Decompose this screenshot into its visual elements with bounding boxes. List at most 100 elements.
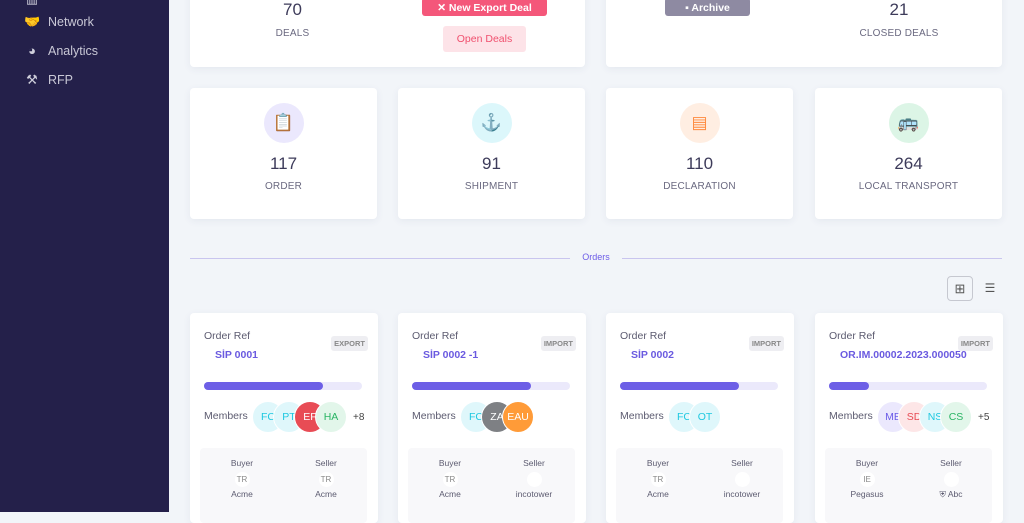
- buyer: Buyer TR Acme: [408, 458, 492, 499]
- seller-name: Acme: [315, 489, 337, 499]
- buyer-country: TR: [234, 472, 250, 487]
- stat-value: 264: [894, 154, 923, 173]
- more-members[interactable]: +8: [353, 411, 365, 423]
- seller-name: ⛨ Abc: [939, 489, 963, 499]
- order-ref-value[interactable]: SİP 0001: [215, 349, 259, 361]
- order-ref-label: Order Ref: [829, 330, 876, 342]
- member-avatar[interactable]: OT: [689, 401, 721, 433]
- closed-deals-value: 21: [889, 0, 909, 19]
- handshake-icon: 🤝: [24, 14, 41, 29]
- list-icon: ☰: [984, 281, 996, 295]
- stat-card[interactable]: ▤ 110 DECLARATION: [606, 88, 793, 219]
- new-export-deal-button[interactable]: ✕ New Export Deal: [422, 0, 547, 16]
- order-ref-value[interactable]: SİP 0002 -1: [423, 349, 479, 361]
- sidebar-item-label: RFP: [48, 73, 73, 87]
- order-progress: [620, 382, 778, 390]
- list-view-button[interactable]: ☰: [980, 276, 1000, 301]
- grid-icon: ⊞: [954, 281, 966, 296]
- order-ref-value[interactable]: SİP 0002: [631, 349, 675, 361]
- member-avatars: FC OT: [668, 401, 721, 433]
- sidebar-item-label: Network: [48, 15, 94, 29]
- stat-label: DECLARATION: [663, 181, 736, 192]
- divider: [190, 258, 570, 259]
- order-ref-label: Order Ref: [412, 330, 459, 342]
- deals-label: DEALS: [275, 28, 310, 39]
- clipboard-icon: 📋: [263, 103, 304, 143]
- stat-label: SHIPMENT: [464, 181, 519, 192]
- order-type-badge: IMPORT: [957, 336, 993, 351]
- buyer: Buyer TR Acme: [200, 458, 284, 499]
- members-label: Members: [829, 410, 873, 422]
- buyer-country: TR: [650, 472, 666, 487]
- stat-value: 91: [482, 154, 501, 173]
- sidebar-item-network[interactable]: 🤝 Network: [24, 14, 94, 30]
- stat-card[interactable]: 🚌 264 LOCAL TRANSPORT: [815, 88, 1002, 219]
- stat-label: LOCAL TRANSPORT: [858, 181, 959, 192]
- members-label: Members: [620, 410, 664, 422]
- member-avatars: FC ZA EAU: [460, 401, 534, 433]
- orders-section-title: Orders: [582, 252, 610, 262]
- open-deals-button[interactable]: Open Deals: [443, 26, 526, 52]
- seller: Seller incotower: [492, 458, 576, 499]
- buyer-name: Acme: [439, 489, 461, 499]
- member-avatars: MB SD NS CS +5: [877, 401, 989, 433]
- order-type-badge: EXPORT: [331, 336, 368, 351]
- order-progress: [204, 382, 362, 390]
- order-card[interactable]: Order Ref SİP 0002 -1 IMPORT Members FC Z…: [398, 313, 586, 523]
- order-progress: [829, 382, 987, 390]
- chart-icon: ▥: [24, 0, 40, 6]
- divider: [622, 258, 1002, 259]
- order-ref-value[interactable]: OR.IM.00002.2023.000050: [840, 349, 967, 361]
- document-icon: ▤: [679, 103, 720, 143]
- stat-label: ORDER: [264, 181, 303, 192]
- members-label: Members: [412, 410, 456, 422]
- sidebar-item-analytics[interactable]: ◕ Analytics: [24, 43, 99, 59]
- archive-button[interactable]: ▪ Archive: [665, 0, 750, 16]
- buyer-name: Acme: [647, 489, 669, 499]
- seller-country: [734, 472, 750, 487]
- sidebar-item-label: Analytics: [48, 44, 99, 58]
- order-card[interactable]: Order Ref OR.IM.00002.2023.000050 IMPORT…: [815, 313, 1003, 523]
- members-label: Members: [204, 410, 248, 422]
- parties: Buyer TR Acme Seller TR Acme: [200, 448, 367, 523]
- order-card[interactable]: Order Ref SİP 0001 EXPORT Members FC PT EF…: [190, 313, 378, 523]
- archive-icon: ▪: [685, 2, 692, 14]
- parties: Buyer IE Pegasus Seller ⛨ Abc: [825, 448, 992, 523]
- deals-card: 70 DEALS ✕ New Export Deal Open Deals: [190, 0, 585, 67]
- closed-deals-card: ▪ Archive 21 CLOSED DEALS: [606, 0, 1002, 67]
- stat-card[interactable]: ⚓ 91 SHIPMENT: [398, 88, 585, 219]
- seller-country: [526, 472, 542, 487]
- buyer-country: IE: [859, 472, 875, 487]
- order-ref-label: Order Ref: [204, 330, 251, 342]
- order-card[interactable]: Order Ref SİP 0002 IMPORT Members FC OT B…: [606, 313, 794, 523]
- sidebar-item-rfp[interactable]: ⚒ RFP: [24, 72, 73, 88]
- member-avatar[interactable]: CS: [940, 401, 972, 433]
- order-progress: [412, 382, 570, 390]
- seller-name: incotower: [723, 489, 761, 499]
- buyer: Buyer IE Pegasus: [825, 458, 909, 499]
- closed-deals-label: CLOSED DEALS: [859, 28, 939, 39]
- buyer-name: Acme: [231, 489, 253, 499]
- sidebar-item-dashboard[interactable]: ▥: [24, 0, 40, 6]
- deals-value: 70: [283, 0, 302, 19]
- stat-card[interactable]: 📋 117 ORDER: [190, 88, 377, 219]
- seller: Seller TR Acme: [284, 458, 368, 499]
- gavel-icon: ⚒: [26, 72, 38, 87]
- pie-chart-icon: ◕: [28, 43, 36, 58]
- seller: Seller incotower: [700, 458, 784, 499]
- bus-icon: 🚌: [888, 103, 929, 143]
- grid-view-button[interactable]: ⊞: [947, 276, 973, 301]
- buyer-country: TR: [442, 472, 458, 487]
- seller-country: TR: [318, 472, 334, 487]
- parties: Buyer TR Acme Seller incotower: [408, 448, 575, 523]
- stat-value: 117: [269, 154, 298, 173]
- seller-country: [943, 472, 959, 487]
- member-avatars: FC PT EF HA +8: [252, 401, 364, 433]
- company-icon: ⛨: [939, 489, 948, 499]
- buyer: Buyer TR Acme: [616, 458, 700, 499]
- buyer-name: Pegasus: [850, 489, 884, 499]
- more-members[interactable]: +5: [978, 411, 990, 423]
- order-type-badge: IMPORT: [540, 336, 576, 351]
- member-avatar[interactable]: EAU: [502, 401, 534, 433]
- member-avatar[interactable]: HA: [315, 401, 347, 433]
